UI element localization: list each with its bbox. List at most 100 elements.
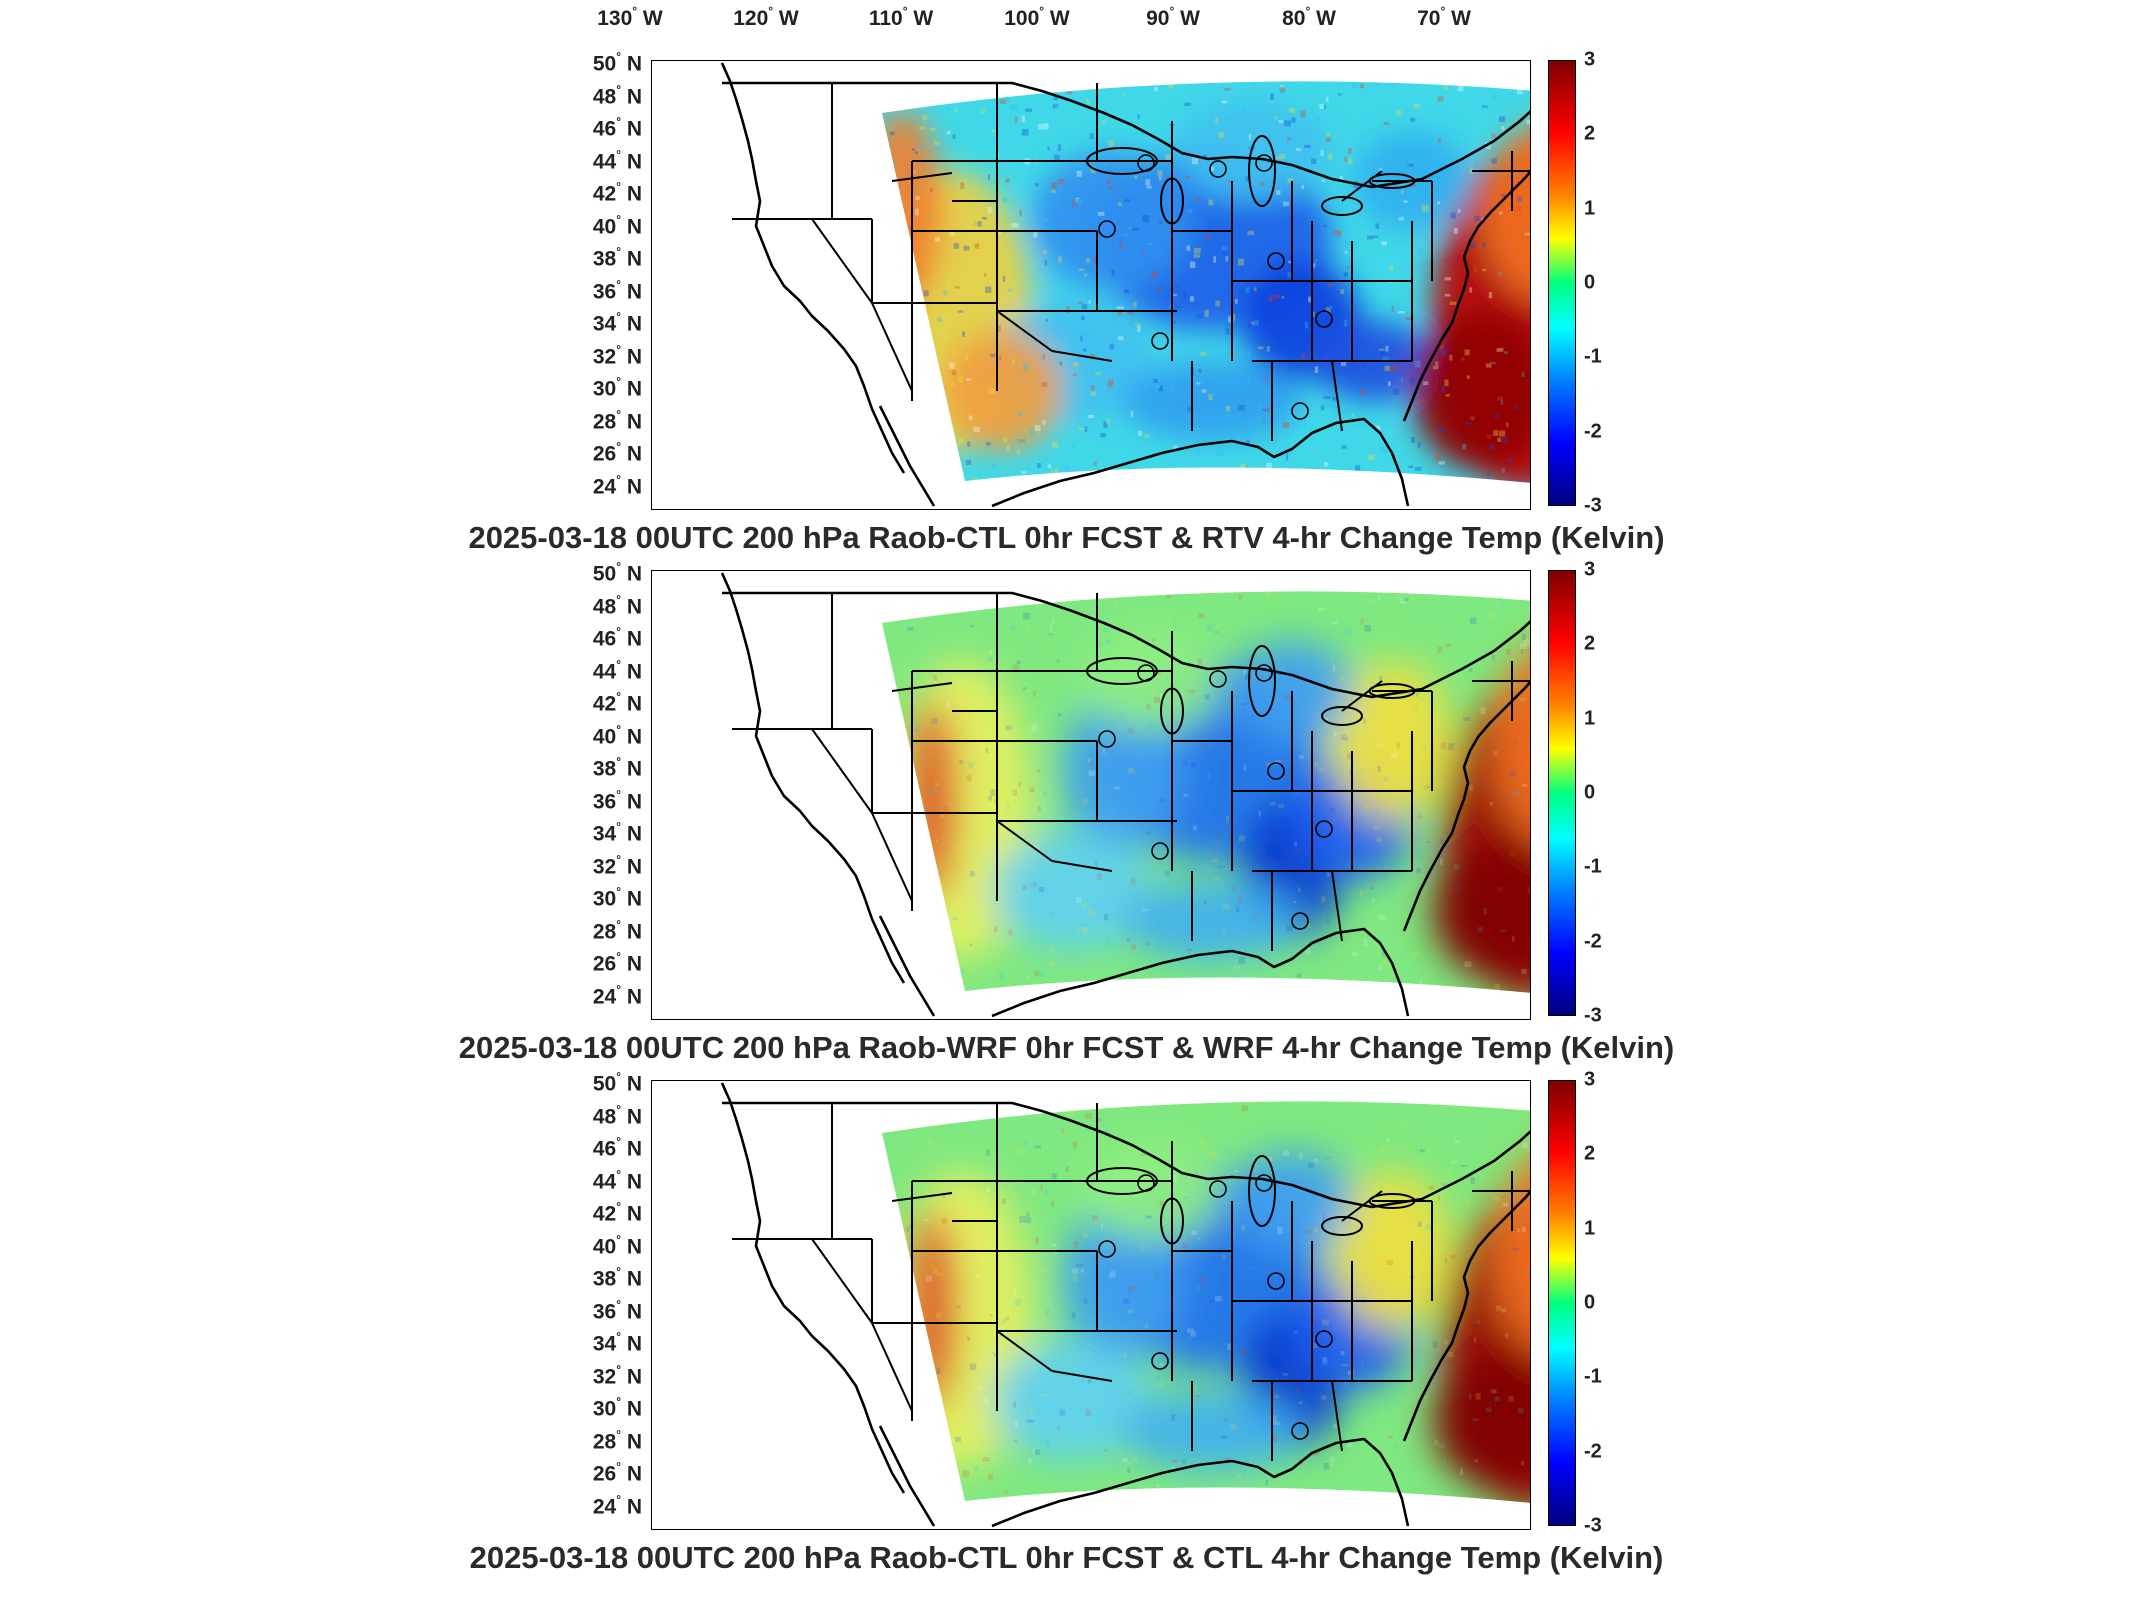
colorbar-tick-label: 2: [1584, 632, 1596, 655]
state-boundaries: [720, 572, 1530, 1018]
station-marker: [1315, 1330, 1333, 1348]
state-boundaries: [720, 1082, 1530, 1528]
station-marker: [1291, 912, 1309, 930]
latitude-label: 46° N: [592, 624, 642, 651]
station-marker: [1267, 1272, 1285, 1290]
latitude-label: 42° N: [592, 1199, 642, 1226]
colorbar-tick-label: -2: [1584, 930, 1602, 953]
colorbar-tick-label: -1: [1584, 345, 1602, 368]
colorbar: [1548, 60, 1576, 506]
colorbar: [1548, 1080, 1576, 1526]
latitude-label: 48° N: [592, 1102, 642, 1128]
raob-stations: [1098, 154, 1333, 420]
map-panel: [651, 570, 1531, 1020]
station-marker: [1255, 664, 1273, 682]
colorbar-tick-label: 3: [1584, 48, 1596, 71]
latitude-label: 40° N: [592, 722, 642, 748]
station-marker: [1209, 160, 1227, 178]
latitude-label: 26° N: [592, 949, 642, 976]
latitude-label: 28° N: [592, 407, 642, 433]
station-marker: [1098, 730, 1116, 748]
colorbar: [1548, 570, 1576, 1016]
colorbar-tick-label: 0: [1584, 271, 1596, 294]
latitude-label: 46° N: [592, 114, 642, 141]
latitude-label: 26° N: [592, 1459, 642, 1486]
longitude-label: 110° W: [868, 4, 934, 30]
longitude-label: 80° W: [1282, 4, 1336, 30]
station-marker: [1151, 332, 1169, 350]
station-marker: [1315, 310, 1333, 328]
map-panel: [651, 1080, 1531, 1530]
latitude-label: 50° N: [592, 49, 642, 76]
station-marker: [1151, 1352, 1169, 1370]
colorbar-tick-label: -1: [1584, 855, 1602, 878]
longitude-label: 70° W: [1417, 4, 1471, 30]
panel-title: 2025-03-18 00UTC 200 hPa Raob-CTL 0hr FC…: [469, 1540, 1664, 1575]
latitude-label: 38° N: [592, 244, 642, 271]
map-panel: [651, 60, 1531, 510]
latitude-label: 50° N: [592, 559, 642, 586]
temperature-map: [720, 572, 1530, 1018]
latitude-label: 34° N: [592, 819, 642, 846]
station-marker: [1098, 220, 1116, 238]
station-marker: [1137, 1174, 1155, 1192]
colorbar-tick-label: -1: [1584, 1365, 1602, 1388]
latitude-label: 40° N: [592, 212, 642, 238]
latitude-label: 30° N: [592, 1394, 642, 1421]
latitude-label: 36° N: [592, 787, 642, 813]
latitude-label: 30° N: [592, 884, 642, 911]
colorbar-tick-label: 3: [1584, 1068, 1596, 1091]
raob-stations: [1098, 1174, 1333, 1440]
longitude-label: 90° W: [1146, 4, 1200, 30]
latitude-label: 36° N: [592, 1297, 642, 1323]
latitude-label: 24° N: [592, 1492, 642, 1518]
station-marker: [1098, 1240, 1116, 1258]
colorbar-tick-label: 0: [1584, 1291, 1596, 1314]
latitude-label: 42° N: [592, 689, 642, 716]
latitude-label: 34° N: [592, 1329, 642, 1356]
latitude-label: 30° N: [592, 374, 642, 401]
station-marker: [1291, 402, 1309, 420]
latitude-label: 48° N: [592, 592, 642, 618]
station-marker: [1267, 762, 1285, 780]
colorbar-tick-label: -3: [1584, 1514, 1602, 1537]
temperature-map: [720, 62, 1530, 508]
station-marker: [1137, 154, 1155, 172]
colorbar-tick-label: -3: [1584, 494, 1602, 517]
colorbar-tick-label: -2: [1584, 1440, 1602, 1463]
colorbar-tick-label: 1: [1584, 1217, 1596, 1240]
state-boundaries: [720, 62, 1530, 508]
latitude-label: 38° N: [592, 1264, 642, 1291]
latitude-label: 46° N: [592, 1134, 642, 1161]
colorbar-tick-label: -2: [1584, 420, 1602, 443]
colorbar-tick-label: 0: [1584, 781, 1596, 804]
panel-title: 2025-03-18 00UTC 200 hPa Raob-CTL 0hr FC…: [468, 520, 1665, 555]
longitude-label: 120° W: [733, 4, 799, 30]
latitude-label: 50° N: [592, 1069, 642, 1096]
longitude-label: 100° W: [1004, 4, 1070, 30]
station-marker: [1151, 842, 1169, 860]
colorbar-tick-label: 3: [1584, 558, 1596, 581]
latitude-label: 24° N: [592, 472, 642, 498]
latitude-label: 44° N: [592, 657, 642, 683]
colorbar-tick-label: -3: [1584, 1004, 1602, 1027]
colorbar-tick-label: 2: [1584, 1142, 1596, 1165]
station-marker: [1255, 1174, 1273, 1192]
colorbar-tick-label: 1: [1584, 197, 1596, 220]
latitude-label: 38° N: [592, 754, 642, 781]
latitude-label: 40° N: [592, 1232, 642, 1258]
latitude-label: 24° N: [592, 982, 642, 1008]
latitude-label: 48° N: [592, 82, 642, 108]
latitude-label: 32° N: [592, 852, 642, 878]
temperature-map: [720, 1082, 1530, 1528]
station-marker: [1267, 252, 1285, 270]
raob-stations: [1098, 664, 1333, 930]
anomaly-field: [882, 1101, 1530, 1504]
station-marker: [1291, 1422, 1309, 1440]
latitude-label: 44° N: [592, 147, 642, 173]
latitude-label: 28° N: [592, 1427, 642, 1453]
latitude-label: 32° N: [592, 1362, 642, 1388]
latitude-label: 32° N: [592, 342, 642, 368]
latitude-label: 28° N: [592, 917, 642, 943]
